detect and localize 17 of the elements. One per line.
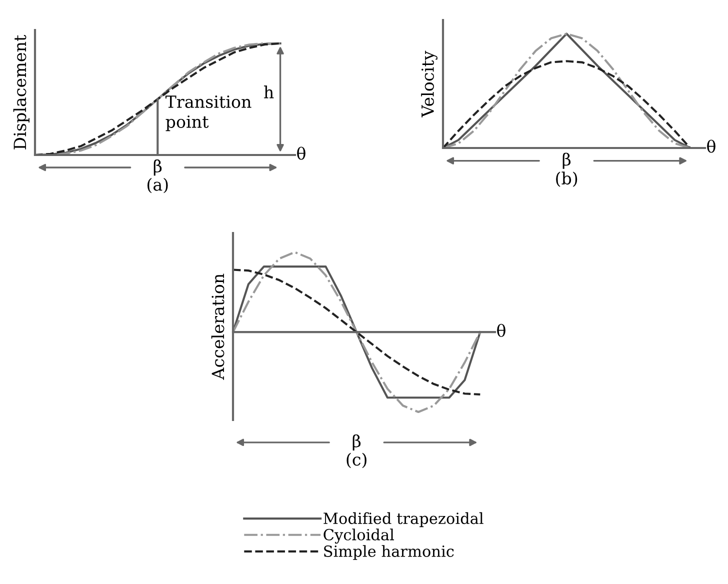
x-axis-title: β bbox=[352, 434, 361, 451]
text: (c) bbox=[346, 452, 366, 468]
text: (a) bbox=[147, 178, 168, 194]
annotation: Transition point bbox=[165, 96, 252, 132]
y-axis-title: Displacement bbox=[13, 34, 30, 150]
legend-label: Cycloidal bbox=[324, 528, 394, 544]
x-axis-title: β bbox=[154, 159, 162, 176]
legend-label: Modified trapezoidal bbox=[324, 512, 484, 528]
annotation: h bbox=[264, 86, 274, 98]
text: θ bbox=[497, 324, 506, 337]
y-axis-title: Velocity bbox=[421, 50, 438, 118]
x-axis-title: β bbox=[562, 152, 571, 169]
text: θ bbox=[297, 146, 306, 160]
legend-label: Simple harmonic bbox=[324, 545, 454, 560]
text: θ bbox=[707, 140, 716, 153]
y-axis-title: Acceleration bbox=[211, 274, 224, 380]
text: (b) bbox=[556, 172, 578, 187]
